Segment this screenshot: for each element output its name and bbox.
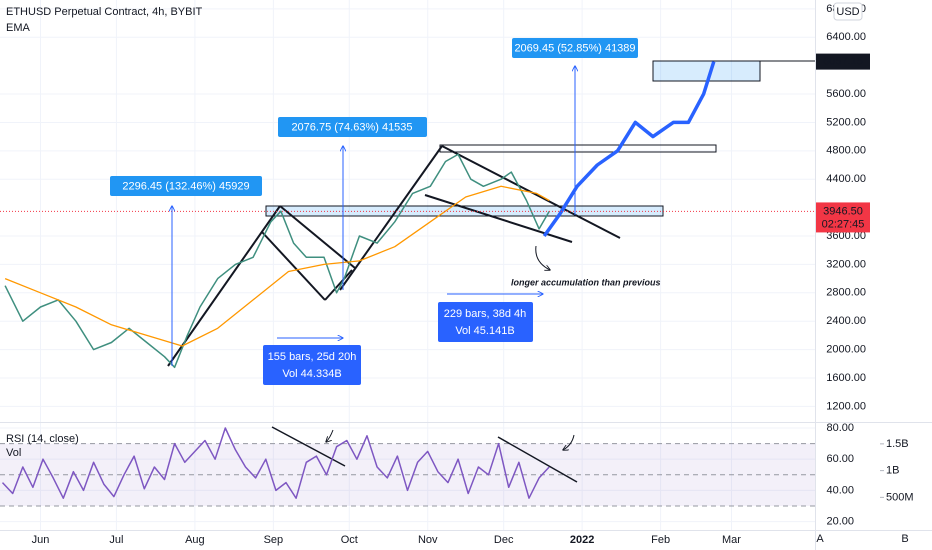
vol-title: Vol (6, 447, 21, 459)
y-tick-label: 2800.00 (826, 287, 866, 299)
x-tick-label: Oct (341, 534, 358, 546)
target-box (652, 60, 761, 82)
rsi-title: RSI (14, close) (6, 433, 79, 445)
rsi-trendline (271, 426, 346, 467)
y-tick-label: 20.00 (826, 515, 854, 527)
measure-label: Vol 45.141B (455, 325, 514, 337)
x-tick-label: 2022 (570, 534, 594, 546)
y-tick-label: 40.00 (826, 484, 854, 496)
x-tick-label: Aug (185, 534, 205, 546)
rsi-trendline (497, 436, 578, 483)
last-price-box (816, 202, 870, 233)
y2-tick-label: 1.5B (886, 438, 909, 450)
y2-tick-label: 1B (886, 465, 899, 477)
series-line (1, 427, 550, 499)
label-box (438, 302, 533, 342)
label-box (512, 38, 638, 58)
currency-badge[interactable] (833, 2, 863, 21)
y-tick-label: 6400.00 (826, 31, 866, 43)
y-tick-label: 5600.00 (826, 88, 866, 100)
y-tick-label: 3200.00 (826, 258, 866, 270)
trendline (339, 145, 443, 291)
currency[interactable]: USD (836, 6, 859, 18)
series-line (4, 185, 550, 347)
measure-label: 229 bars, 38d 4h (444, 308, 527, 320)
y-tick-label: 2400.00 (826, 315, 866, 327)
chart-title: ETHUSD Perpetual Contract, 4h, BYBIT (6, 6, 203, 18)
label-box (278, 117, 427, 137)
series (0, 61, 815, 499)
y-tick-label: 4400.00 (826, 173, 866, 185)
x-tick-label: Nov (418, 534, 438, 546)
axes: Jun Jul Aug Sep Oct Nov Dec 2022 Feb Mar 1200.00 16… (32, 3, 914, 546)
trendline (324, 269, 353, 301)
y-tick-label: 4800.00 (826, 145, 866, 157)
target-price-label: 6057.15 (823, 56, 863, 68)
x-tick-label: Dec (494, 534, 514, 546)
x-tick-label: Mar (722, 534, 741, 546)
target-price-box (816, 53, 870, 70)
y-tick-label: 3600.00 (826, 230, 866, 242)
countdown: 02:27:45 (822, 218, 865, 230)
series-line (4, 153, 550, 369)
rsi-band (0, 443, 815, 507)
y-tick-label: 1600.00 (826, 372, 866, 384)
trendline (261, 231, 326, 301)
measure-label: 2069.45 (52.85%) 41389 (514, 42, 635, 54)
measure-labels: 2296.45 (132.46%) 45929 2076.75 (74.63%)… (110, 38, 661, 385)
measure-label: 2296.45 (132.46%) 45929 (122, 180, 249, 192)
y-tick-label: 60.00 (826, 453, 854, 465)
y2-tick-label: 500M (886, 491, 914, 503)
measure-label: 2076.75 (74.63%) 41535 (291, 121, 412, 133)
measure-label: Vol 44.334B (282, 368, 341, 380)
measures (172, 66, 575, 366)
auto-button[interactable]: A (816, 533, 824, 545)
x-tick-label: Jul (109, 534, 123, 546)
label-box (263, 345, 361, 385)
y-tick-label: 5200.00 (826, 116, 866, 128)
last-price-label: 3946.50 (823, 205, 863, 217)
curved-arrow (326, 429, 334, 442)
label-box (110, 176, 262, 196)
curved-arrow (535, 245, 550, 270)
y-tick-label: 1200.00 (826, 400, 866, 412)
log-button[interactable]: B (901, 533, 908, 545)
series-line (542, 61, 716, 238)
y-tick-label: 80.00 (826, 422, 854, 434)
x-tick-label: Jun (32, 534, 50, 546)
y-tick-label: 2000.00 (826, 344, 866, 356)
curved-arrow (563, 434, 575, 450)
note: longer accumulation than previous (511, 277, 661, 287)
measure-label: 155 bars, 25d 20h (268, 351, 357, 363)
x-tick-label: Feb (651, 534, 670, 546)
x-tick-label: Sep (264, 534, 284, 546)
legend-entry: EMA (6, 22, 31, 34)
